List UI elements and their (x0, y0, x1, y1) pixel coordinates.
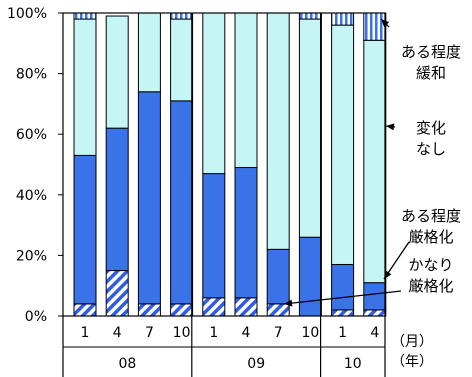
y-axis: 0% 20% 40% 60% 80% 100% (7, 6, 63, 325)
bar-segment-1 (363, 309, 387, 317)
bars-layer (73, 12, 387, 317)
bar-segment-3 (137, 12, 161, 93)
bar-segment-4 (73, 12, 97, 20)
bar-segment-1 (73, 303, 97, 317)
y-tick-label: 0% (25, 309, 47, 325)
bar-segment-3 (331, 24, 355, 265)
x-tick-label: 7 (274, 325, 283, 341)
bar-segment-1 (170, 303, 194, 317)
bar-segment-4 (331, 12, 355, 26)
bar-segment-2 (234, 167, 258, 299)
bar-segment-3 (170, 18, 194, 102)
annotation-label: 変化 (416, 119, 446, 137)
annotation-label: ある程度 (401, 43, 461, 61)
annotation-arrowhead (384, 270, 392, 279)
annotation-label: 緩和 (416, 64, 446, 82)
x-axis: 1 4 7 10 1 4 7 10 1 4 08 09 10 （月） （年） (62, 316, 433, 377)
bar-segment-1 (105, 270, 129, 317)
annotation-arrowhead (284, 299, 293, 307)
plot-border (62, 12, 386, 317)
bar-segment-3 (298, 18, 322, 238)
bar-segment-3 (363, 39, 387, 284)
x-year-label: 08 (118, 356, 136, 372)
y-tick-label: 20% (16, 248, 47, 264)
y-tick-label: 100% (7, 6, 47, 22)
x-tick-label: 1 (209, 325, 218, 341)
plot-frame (62, 12, 386, 377)
x-tick-label: 7 (145, 325, 154, 341)
bar-segment-4 (298, 12, 322, 20)
bar-segment-3 (266, 12, 290, 250)
x-tick-label: 10 (173, 325, 191, 341)
annotation-label: かなり (408, 256, 453, 274)
bar-segment-4 (170, 12, 194, 20)
bar-segment-2 (202, 173, 226, 299)
bar-segment-3 (73, 18, 97, 156)
x-tick-label: 10 (301, 325, 319, 341)
bar-segment-2 (363, 282, 387, 311)
bar-segment-2 (331, 263, 355, 311)
y-tick-label: 40% (16, 188, 47, 204)
annotation-arrowhead (381, 19, 390, 28)
bar-segment-3 (105, 15, 129, 129)
x-unit-month-label: （月） (391, 334, 433, 350)
x-tick-label: 4 (113, 325, 122, 341)
x-tick-label: 1 (338, 325, 347, 341)
x-unit-year-label: （年） (391, 354, 433, 370)
bar-segment-2 (73, 154, 97, 305)
annotation-label: 厳格化 (408, 277, 453, 295)
bar-segment-2 (137, 91, 161, 305)
bar-segment-2 (170, 100, 194, 305)
bar-segment-3 (202, 12, 226, 175)
bar-segment-4 (363, 12, 387, 41)
x-tick-label: 4 (242, 325, 251, 341)
bar-segment-1 (202, 297, 226, 317)
bar-segment-1 (137, 303, 161, 317)
annotation-label: ある程度 (401, 207, 461, 225)
y-tick-label: 60% (16, 127, 47, 143)
annotation-leader-line (283, 290, 402, 305)
bar-segment-1 (331, 309, 355, 317)
bar-segment-2 (105, 127, 129, 272)
x-tick-label: 4 (370, 325, 379, 341)
annotation-arrowhead (386, 123, 395, 131)
bar-segment-2 (266, 248, 290, 305)
annotation-label: なし (416, 140, 446, 158)
x-year-label: 09 (247, 356, 265, 372)
bar-segment-2 (298, 236, 322, 317)
bar-segment-1 (266, 303, 290, 317)
x-year-label: 10 (344, 356, 362, 372)
bar-segment-3 (234, 12, 258, 169)
x-tick-label: 1 (81, 325, 90, 341)
y-tick-label: 80% (16, 67, 47, 83)
bar-segment-1 (234, 297, 258, 317)
annotation-label: 厳格化 (408, 228, 453, 246)
